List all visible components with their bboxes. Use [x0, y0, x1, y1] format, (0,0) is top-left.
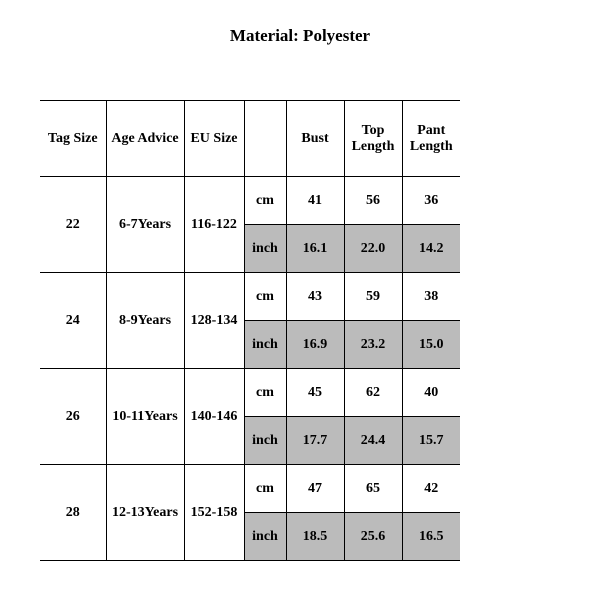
col-tag-size: Tag Size	[40, 101, 106, 177]
size-chart-table: Tag Size Age Advice EU Size Bust Top Len…	[40, 100, 460, 561]
cell-eu-size: 116-122	[184, 177, 244, 273]
cell-bust: 43	[286, 273, 344, 321]
cell-bust: 47	[286, 465, 344, 513]
cell-tag-size: 28	[40, 465, 106, 561]
cell-unit-cm: cm	[244, 465, 286, 513]
cell-bust: 17.7	[286, 417, 344, 465]
cell-bust: 41	[286, 177, 344, 225]
cell-bust: 45	[286, 369, 344, 417]
cell-top-length: 24.4	[344, 417, 402, 465]
cell-age-advice: 6-7Years	[106, 177, 184, 273]
cell-top-length: 23.2	[344, 321, 402, 369]
cell-eu-size: 128-134	[184, 273, 244, 369]
cell-bust: 16.1	[286, 225, 344, 273]
col-pant-length: Pant Length	[402, 101, 460, 177]
table-row: 24 8-9Years 128-134 cm 43 59 38	[40, 273, 460, 321]
cell-bust: 18.5	[286, 513, 344, 561]
cell-top-length: 65	[344, 465, 402, 513]
cell-tag-size: 26	[40, 369, 106, 465]
cell-age-advice: 12-13Years	[106, 465, 184, 561]
cell-pant-length: 42	[402, 465, 460, 513]
cell-pant-length: 15.0	[402, 321, 460, 369]
cell-pant-length: 36	[402, 177, 460, 225]
cell-top-length: 56	[344, 177, 402, 225]
cell-unit-inch: inch	[244, 417, 286, 465]
cell-unit-cm: cm	[244, 273, 286, 321]
table-header-row: Tag Size Age Advice EU Size Bust Top Len…	[40, 101, 460, 177]
page-title: Material: Polyester	[0, 26, 600, 46]
cell-unit-cm: cm	[244, 369, 286, 417]
col-unit	[244, 101, 286, 177]
col-bust: Bust	[286, 101, 344, 177]
cell-pant-length: 14.2	[402, 225, 460, 273]
cell-top-length: 59	[344, 273, 402, 321]
table-row: 26 10-11Years 140-146 cm 45 62 40	[40, 369, 460, 417]
cell-eu-size: 140-146	[184, 369, 244, 465]
cell-age-advice: 8-9Years	[106, 273, 184, 369]
cell-bust: 16.9	[286, 321, 344, 369]
cell-top-length: 22.0	[344, 225, 402, 273]
cell-pant-length: 16.5	[402, 513, 460, 561]
table-row: 28 12-13Years 152-158 cm 47 65 42	[40, 465, 460, 513]
cell-eu-size: 152-158	[184, 465, 244, 561]
cell-tag-size: 24	[40, 273, 106, 369]
cell-unit-inch: inch	[244, 513, 286, 561]
cell-age-advice: 10-11Years	[106, 369, 184, 465]
cell-top-length: 25.6	[344, 513, 402, 561]
col-age-advice: Age Advice	[106, 101, 184, 177]
cell-unit-inch: inch	[244, 225, 286, 273]
col-top-length: Top Length	[344, 101, 402, 177]
cell-top-length: 62	[344, 369, 402, 417]
col-eu-size: EU Size	[184, 101, 244, 177]
cell-pant-length: 40	[402, 369, 460, 417]
cell-unit-cm: cm	[244, 177, 286, 225]
cell-pant-length: 38	[402, 273, 460, 321]
cell-unit-inch: inch	[244, 321, 286, 369]
cell-tag-size: 22	[40, 177, 106, 273]
table-row: 22 6-7Years 116-122 cm 41 56 36	[40, 177, 460, 225]
cell-pant-length: 15.7	[402, 417, 460, 465]
